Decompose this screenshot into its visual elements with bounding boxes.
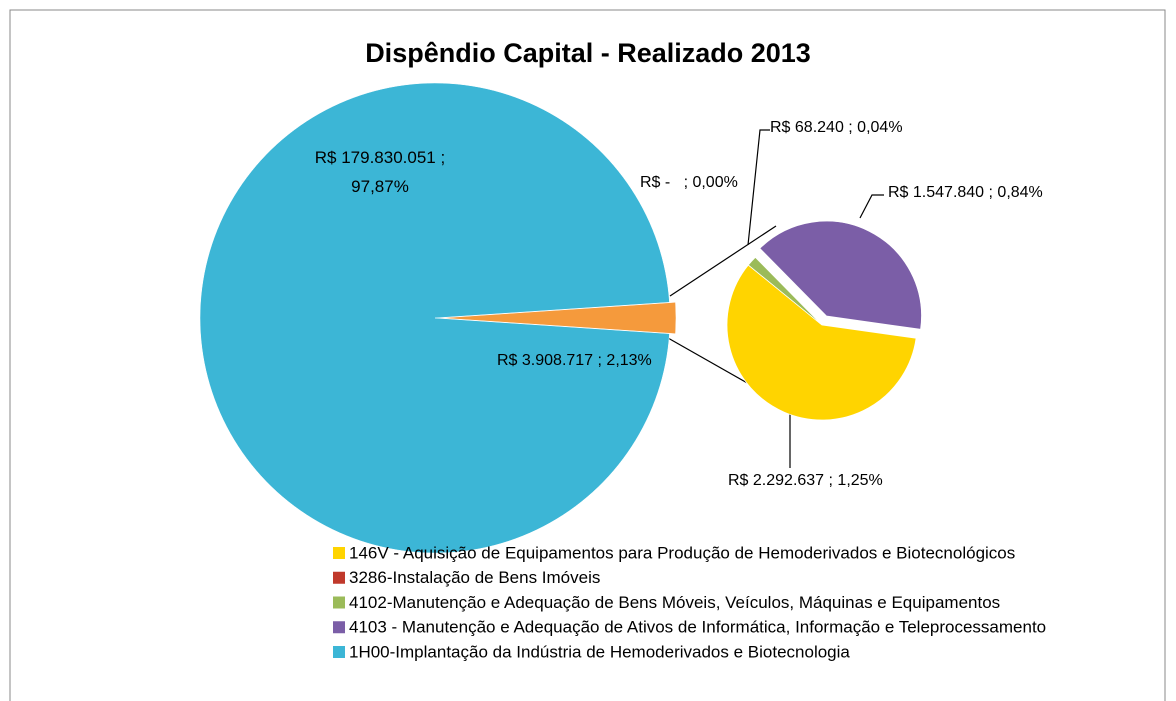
legend-label: 4103 - Manutenção e Adequação de Ativos …	[349, 618, 1046, 637]
legend-swatch	[333, 547, 345, 559]
chart-frame	[9, 9, 1166, 701]
pie-slice-other	[440, 302, 677, 334]
legend-label: 3286-Instalação de Bens Imóveis	[349, 568, 600, 587]
pie-slice	[759, 220, 922, 330]
pie-slice	[199, 82, 670, 554]
data-label: R$ 179.830.051 ; 97,87%	[314, 148, 446, 196]
legend-label: 4102-Manutenção e Adequação de Bens Móve…	[349, 593, 1000, 612]
legend-label: 1H00-Implantação da Indústria de Hemoder…	[349, 642, 850, 661]
legend-swatch	[333, 621, 345, 634]
data-label: R$ - ; 0,00%	[640, 174, 738, 191]
pie-slice	[726, 264, 917, 421]
connector-line	[669, 225, 777, 297]
legend-swatch	[333, 571, 345, 584]
legend-label: 146V - Aquisição de Equipamentos para Pr…	[349, 543, 1015, 562]
legend-swatch	[333, 646, 345, 658]
leader-line	[747, 129, 770, 246]
chart-title: Dispêndio Capital - Realizado 2013	[365, 38, 811, 68]
data-label: R$ 2.292.637 ; 1,25%	[728, 472, 883, 489]
data-label: R$ 68.240 ; 0,04%	[770, 119, 903, 136]
leader-line	[859, 194, 884, 219]
data-label: R$ 3.908.717 ; 2,13%	[497, 352, 652, 369]
data-label: R$ 1.547.840 ; 0,84%	[888, 184, 1043, 201]
legend-swatch	[333, 596, 345, 609]
pie-slice	[747, 256, 823, 326]
